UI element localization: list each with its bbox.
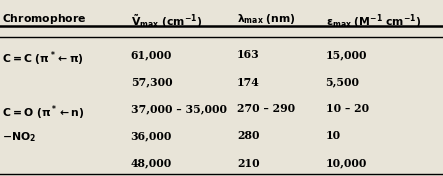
Text: 270 – 290: 270 – 290 (237, 103, 295, 114)
Text: 37,000 – 35,000: 37,000 – 35,000 (131, 103, 227, 114)
Text: 5,500: 5,500 (326, 77, 360, 88)
Text: $\mathbf{\tilde{V}_{max}}\ \mathbf{(cm^{-1})}$: $\mathbf{\tilde{V}_{max}}\ \mathbf{(cm^{… (131, 12, 202, 30)
Text: 61,000: 61,000 (131, 49, 172, 60)
Text: $\mathbf{Chromophore}$: $\mathbf{Chromophore}$ (2, 12, 87, 26)
Text: 163: 163 (237, 49, 260, 60)
Text: $\mathbf{C{=}O\ (\pi^*{\leftarrow}n)}$: $\mathbf{C{=}O\ (\pi^*{\leftarrow}n)}$ (2, 103, 84, 122)
Text: $\mathbf{\varepsilon_{max}}\ \mathbf{(M^{-1}\ cm^{-1})}$: $\mathbf{\varepsilon_{max}}\ \mathbf{(M^… (326, 12, 421, 31)
Text: 36,000: 36,000 (131, 130, 172, 141)
Text: 174: 174 (237, 77, 260, 88)
Text: 210: 210 (237, 158, 260, 169)
Text: $\mathbf{-NO_2}$: $\mathbf{-NO_2}$ (2, 130, 36, 144)
Text: 57,300: 57,300 (131, 77, 172, 88)
Text: 10 – 20: 10 – 20 (326, 103, 369, 114)
Text: 10: 10 (326, 130, 341, 141)
Text: 280: 280 (237, 130, 260, 141)
Text: 48,000: 48,000 (131, 158, 172, 169)
Text: $\mathbf{\lambda_{max}}\ \mathbf{(nm)}$: $\mathbf{\lambda_{max}}\ \mathbf{(nm)}$ (237, 12, 296, 26)
Text: 10,000: 10,000 (326, 158, 367, 169)
Text: $\mathbf{C{=}C\ (\pi^*{\leftarrow}\pi)}$: $\mathbf{C{=}C\ (\pi^*{\leftarrow}\pi)}$ (2, 49, 84, 68)
Text: 15,000: 15,000 (326, 49, 367, 60)
